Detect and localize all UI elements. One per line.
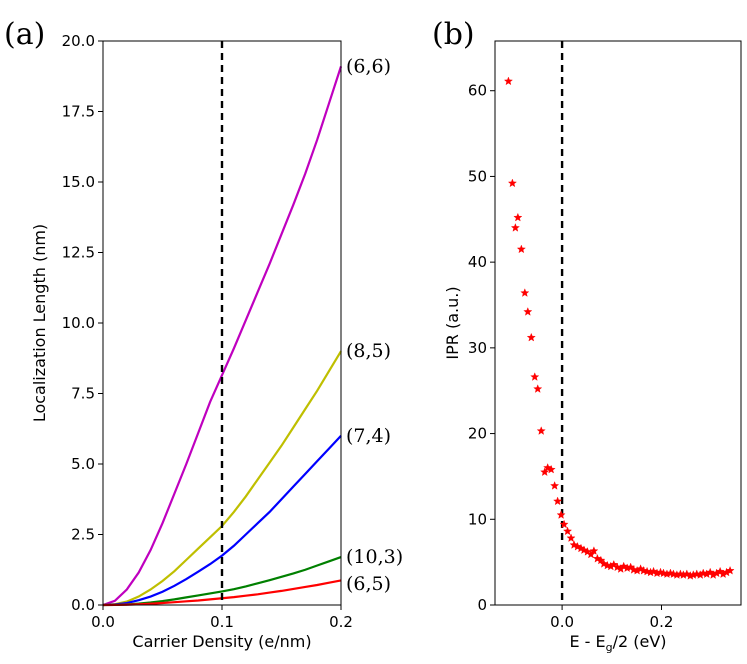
y-tick-label-a-3: 7.5 xyxy=(71,385,95,403)
data-point xyxy=(540,467,550,476)
panel-b-x-axis-label-rest: /2 (eV) xyxy=(613,632,667,651)
panel-a-curve-labels: (6,6) (8,5) (7,4) (10,3) (6,5) xyxy=(346,55,403,595)
panel-b-label: (b) xyxy=(432,17,475,52)
y-tick-label-b-2: 20 xyxy=(468,425,487,443)
x-tick-label-b-1: 0.2 xyxy=(650,613,674,631)
series-line-7-4 xyxy=(102,435,342,607)
panel-b-points xyxy=(503,76,735,580)
y-tick-label-a-8: 20.0 xyxy=(62,32,95,50)
x-tick-label-a-2: 0.2 xyxy=(329,613,353,631)
panel-b-y-axis-label: IPR (a.u.) xyxy=(443,286,462,359)
data-point xyxy=(596,555,606,565)
panel-b-ipr: (b) 0.0 0.2 0 10 20 30 40 50 60 E - Eg/2 (eV) I… xyxy=(432,17,742,654)
data-point xyxy=(553,496,563,506)
data-point xyxy=(507,178,517,188)
y-tick-label-b-6: 60 xyxy=(468,82,487,100)
data-point xyxy=(526,332,536,342)
data-point xyxy=(589,546,599,555)
data-point xyxy=(520,288,530,297)
panel-b-x-axis-label: E - Eg/2 (eV) xyxy=(569,632,666,654)
y-tick-label-a-6: 15.0 xyxy=(62,173,95,191)
data-point xyxy=(563,526,573,536)
y-tick-label-a-0: 0.0 xyxy=(71,596,95,614)
panel-b-y-ticks: 0 10 20 30 40 50 60 xyxy=(468,82,495,614)
series-label-6-5: (6,5) xyxy=(346,573,391,595)
data-point xyxy=(566,533,576,542)
y-tick-label-b-4: 40 xyxy=(468,253,487,271)
y-tick-label-a-2: 5.0 xyxy=(71,455,95,473)
panel-b-x-ticks: 0.0 0.2 xyxy=(550,605,673,631)
data-point xyxy=(550,481,560,490)
panel-b-x-axis-label-main: E - E xyxy=(569,632,605,651)
data-point xyxy=(586,549,596,559)
y-tick-label-b-3: 30 xyxy=(468,339,487,357)
series-line-6-6 xyxy=(102,66,343,607)
panel-a-localization-length: (a) 0.0 0.1 0.2 0.0 2.5 5.0 7.5 10.0 12.5 15.0 17… xyxy=(4,17,403,651)
data-point xyxy=(513,212,523,222)
panel-b-plot-frame xyxy=(494,40,742,606)
x-tick-label-a-1: 0.1 xyxy=(210,613,234,631)
x-tick-label-b-0: 0.0 xyxy=(550,613,574,631)
panel-a-y-ticks: 0.0 2.5 5.0 7.5 10.0 12.5 15.0 17.5 20.0 xyxy=(62,32,103,614)
y-tick-label-b-5: 50 xyxy=(468,167,487,185)
y-tick-label-b-1: 10 xyxy=(468,510,487,528)
series-label-6-6: (6,6) xyxy=(346,55,391,77)
data-point xyxy=(536,426,546,435)
series-label-10-3: (10,3) xyxy=(346,546,403,568)
data-point xyxy=(559,519,569,529)
y-tick-label-a-7: 17.5 xyxy=(62,103,95,121)
panel-a-x-ticks: 0.0 0.1 0.2 xyxy=(91,605,353,631)
data-point xyxy=(516,244,526,254)
series-label-8-5: (8,5) xyxy=(346,340,391,362)
data-point xyxy=(533,384,543,393)
panel-a-y-axis-label: Localization Length (nm) xyxy=(30,224,49,422)
data-point xyxy=(510,223,520,232)
data-point xyxy=(503,76,513,86)
data-point xyxy=(546,464,556,474)
data-point xyxy=(530,372,540,381)
panel-a-label: (a) xyxy=(4,17,45,52)
x-tick-label-a-0: 0.0 xyxy=(91,613,115,631)
series-label-7-4: (7,4) xyxy=(346,425,391,447)
y-tick-label-a-4: 10.0 xyxy=(62,314,95,332)
y-tick-label-a-5: 12.5 xyxy=(62,244,95,262)
panel-a-x-axis-label: Carrier Density (e/nm) xyxy=(132,632,311,651)
panel-b-x-axis-label-subscript: g xyxy=(606,641,613,654)
data-point xyxy=(523,307,533,316)
data-point xyxy=(556,510,566,519)
y-tick-label-b-0: 0 xyxy=(477,596,487,614)
data-point xyxy=(725,565,735,575)
y-tick-label-a-1: 2.5 xyxy=(71,526,95,544)
